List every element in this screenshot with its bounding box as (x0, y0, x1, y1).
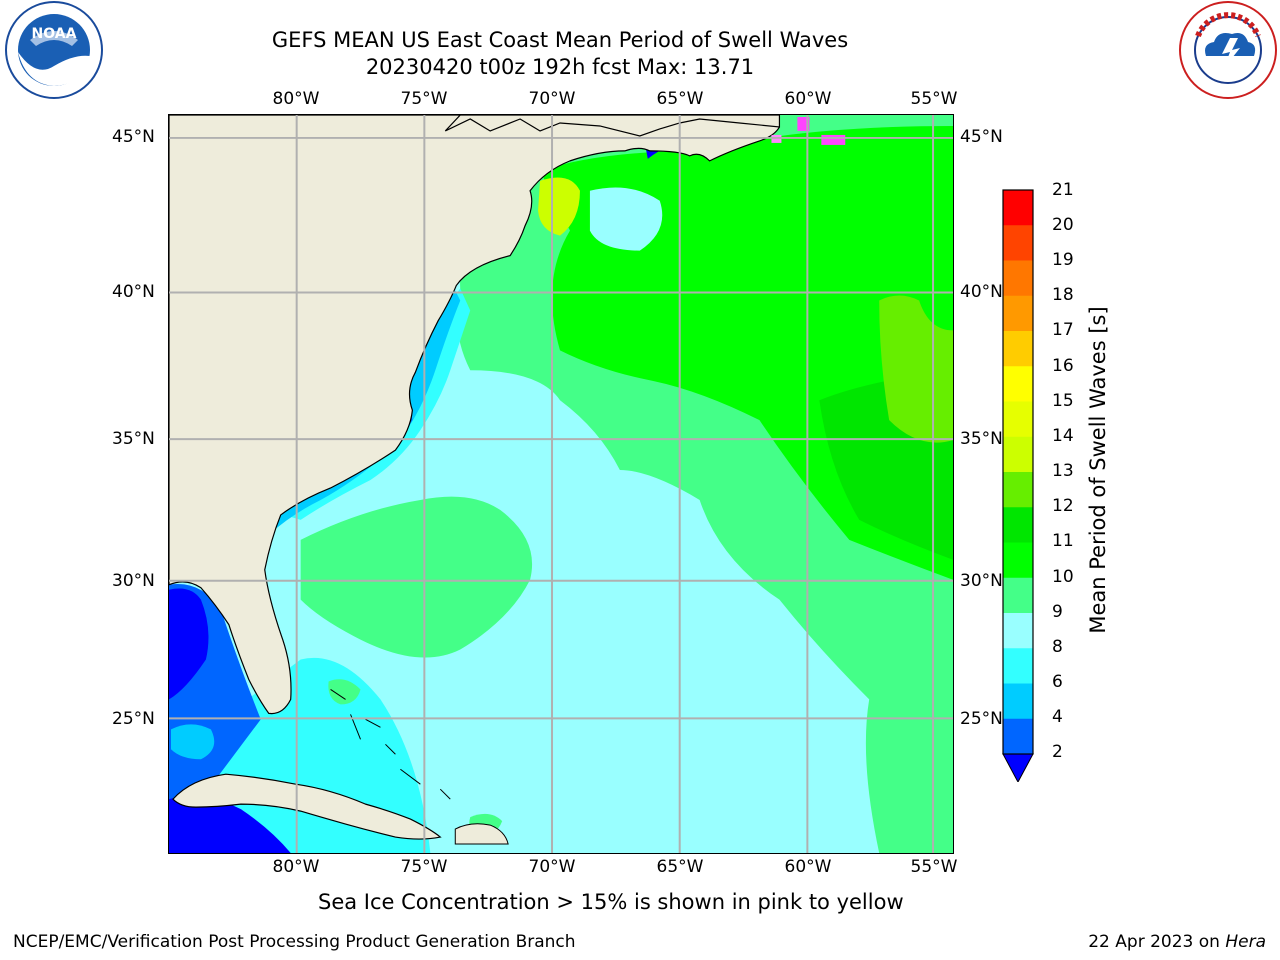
lon-tick-bottom: 80°W (272, 857, 320, 877)
lon-tick-bottom: 65°W (656, 857, 704, 877)
swell-field-8-9 (589, 187, 663, 251)
colorbar-bin (1003, 683, 1033, 720)
swell-period-map (168, 114, 954, 854)
colorbar-tick-label: 15 (1052, 391, 1074, 411)
colorbar-outline (1002, 189, 1034, 755)
lon-tick-top: 55°W (910, 89, 958, 109)
colorbar-bin (1003, 260, 1033, 297)
colorbar-title: Mean Period of Swell Waves [s] (1086, 306, 1110, 634)
chart-title: GEFS MEAN US East Coast Mean Period of S… (271, 28, 849, 52)
colorbar-bin (1003, 718, 1033, 755)
generation-date: 22 Apr 2023 on Hera (1088, 932, 1266, 952)
lon-tick-top: 60°W (784, 89, 832, 109)
lat-tick-left: 45°N (112, 127, 155, 147)
colorbar-tick-label: 8 (1052, 637, 1063, 657)
colorbar-tick-label: 21 (1052, 180, 1074, 200)
noaa-logo-text: NOAA (32, 26, 77, 42)
colorbar-tick-label: 9 (1052, 602, 1063, 622)
land-north-america (169, 115, 781, 715)
colorbar-tick-label: 11 (1052, 531, 1074, 551)
swell-field-4-6 (170, 724, 215, 760)
lat-tick-left: 35°N (112, 429, 155, 449)
colorbar-bin (1003, 648, 1033, 684)
colorbar-under-arrow (1002, 753, 1034, 782)
colorbar-tick-label: 14 (1052, 426, 1074, 446)
colorbar-tick-label: 20 (1052, 215, 1074, 235)
swell-field-under (169, 795, 291, 853)
lon-tick-bottom: 75°W (400, 857, 448, 877)
colorbar-bin (1003, 507, 1033, 543)
colorbar-bin (1003, 436, 1033, 473)
colorbar-bin (1003, 577, 1033, 614)
colorbar-bin (1003, 190, 1033, 226)
colorbar-bin (1003, 613, 1033, 649)
land-hispaniola (454, 823, 509, 845)
lat-tick-right: 25°N (960, 709, 1003, 729)
colorbar-bin (1003, 472, 1033, 508)
date-text: 22 Apr 2023 on (1088, 932, 1226, 952)
colorbar-bin (1003, 542, 1033, 579)
lon-tick-bottom: 70°W (528, 857, 576, 877)
host-name: Hera (1225, 932, 1266, 952)
lat-tick-left: 25°N (112, 709, 155, 729)
lon-tick-top: 75°W (400, 89, 448, 109)
colorbar-tick-label: 6 (1052, 672, 1063, 692)
swell-field-9-10 (328, 679, 361, 705)
colorbar-tick-label: 2 (1052, 742, 1063, 762)
colorbar-tick-label: 17 (1052, 320, 1074, 340)
sea-ice-patch (821, 134, 846, 145)
colorbar-tick-label: 16 (1052, 356, 1074, 376)
lat-tick-right: 40°N (960, 282, 1003, 302)
colorbar-tick-label: 18 (1052, 285, 1074, 305)
lat-tick-right: 35°N (960, 429, 1003, 449)
sea-ice-note: Sea Ice Concentration > 15% is shown in … (318, 890, 904, 914)
lon-tick-top: 70°W (528, 89, 576, 109)
nws-logo (1179, 1, 1277, 99)
colorbar-tick-label: 13 (1052, 461, 1074, 481)
lat-tick-right: 30°N (960, 571, 1003, 591)
lon-tick-bottom: 55°W (910, 857, 958, 877)
sea-ice-patch (797, 116, 810, 131)
chart-subtitle: 20230420 t00z 192h fcst Max: 13.71 (365, 55, 755, 79)
lon-tick-top: 80°W (272, 89, 320, 109)
lat-lon-grid (169, 115, 953, 853)
colorbar-bin (1003, 295, 1033, 332)
lat-tick-left: 40°N (112, 282, 155, 302)
lon-tick-top: 65°W (656, 89, 704, 109)
colorbar-tick-label: 19 (1052, 250, 1074, 270)
noaa-logo: NOAA (5, 1, 103, 99)
colorbar-tick-label: 12 (1052, 496, 1074, 516)
lat-tick-left: 30°N (112, 571, 155, 591)
lat-tick-right: 45°N (960, 127, 1003, 147)
colorbar-bin (1003, 331, 1033, 367)
colorbar (1002, 189, 1034, 782)
swell-field-13-14 (538, 177, 580, 236)
coast-bahamas (330, 689, 451, 800)
colorbar-bin (1003, 401, 1033, 438)
swell-field-under (169, 588, 209, 700)
colorbar-bin (1003, 225, 1033, 261)
colorbar-tick-label: 4 (1052, 707, 1063, 727)
lon-tick-bottom: 60°W (784, 857, 832, 877)
branch-credit: NCEP/EMC/Verification Post Processing Pr… (13, 932, 576, 952)
colorbar-bin (1003, 366, 1033, 402)
colorbar-tick-label: 10 (1052, 567, 1074, 587)
swell-field-9-10 (300, 496, 533, 658)
swell-field-12-13 (879, 295, 953, 443)
